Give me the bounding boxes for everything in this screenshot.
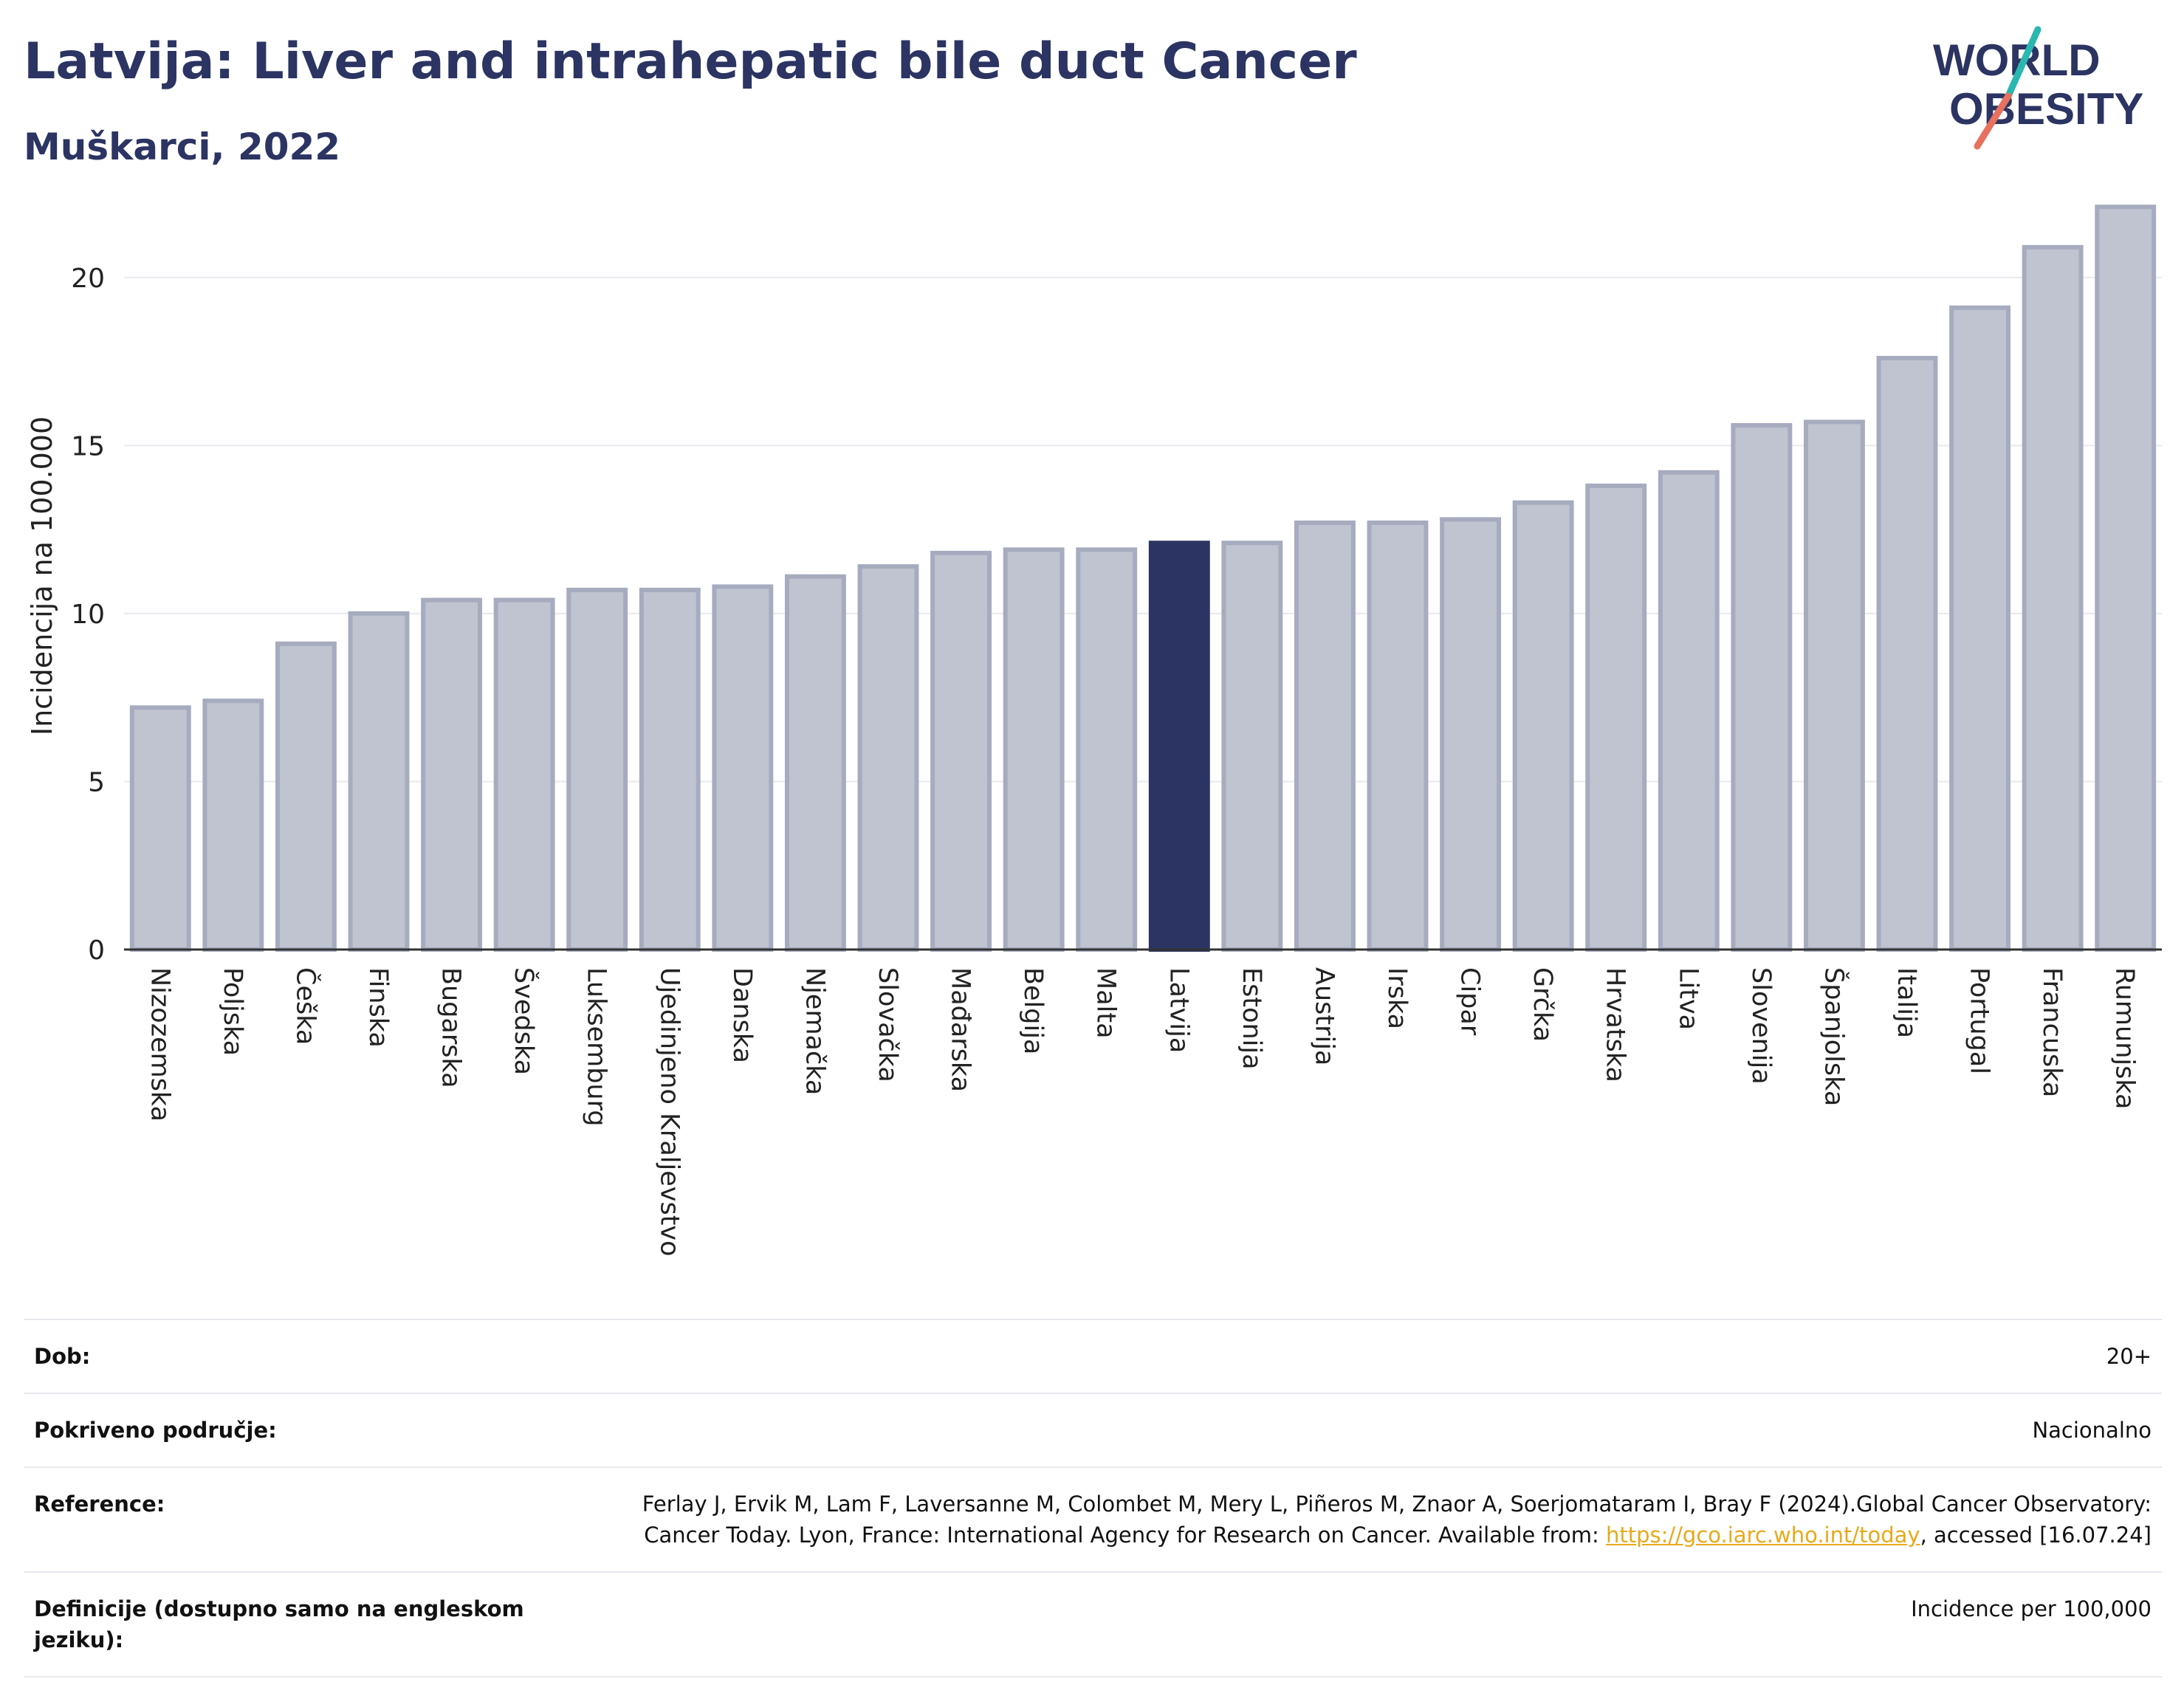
meta-row-age: Dob: 20+ [24, 1319, 2162, 1393]
bar-grčka [1512, 500, 1574, 952]
x-tick-label: Austrija [1309, 967, 1339, 1065]
bars [129, 205, 2157, 952]
x-tick-label: Njemačka [800, 967, 829, 1095]
x-tick-label: Slovenija [1746, 967, 1776, 1085]
bar-cipar [1440, 517, 1502, 952]
bar-chart: 0 5 10 15 20 Nizozemska Poljska Češka Finska Buga… [26, 205, 2162, 1257]
meta-row-coverage: Pokriveno područje: Nacionalno [24, 1393, 2162, 1466]
bar-rumunjska [2095, 205, 2157, 952]
bar-njemačka [784, 574, 846, 952]
bar-slovačka [857, 564, 919, 952]
x-tick-label: Bugarska [436, 967, 466, 1088]
axes: 0 5 10 15 20 Nizozemska Poljska Češka Finska Buga… [71, 264, 2162, 1257]
x-tick-label: Italija [1892, 967, 1921, 1038]
x-tick-label: Cipar [1455, 967, 1485, 1036]
x-tick-label: Finska [363, 967, 393, 1048]
bar-portugal [1949, 305, 2011, 952]
logo-slash-teal [2005, 26, 2042, 100]
world-obesity-logo: WORLD OBESITY [1933, 26, 2143, 150]
x-tick-label: Portugal [1965, 967, 1994, 1074]
x-tick-label: Malta [1091, 967, 1121, 1039]
chart-title: Latvija: Liver and intrahepatic bile duc… [24, 32, 1357, 91]
bar-francuska [2022, 244, 2084, 952]
bar-italija [1876, 356, 1938, 952]
meta-row-definitions: Definicije (dostupno samo na engleskom j… [24, 1571, 2162, 1678]
x-tick-label: Slovačka [873, 967, 902, 1082]
bar-slovenija [1731, 423, 1793, 952]
x-tick-label: Mađarska [946, 967, 975, 1092]
chart-subtitle: Muškarci, 2022 [24, 126, 341, 168]
x-tick-label: Nizozemska [145, 967, 174, 1122]
x-tick-label: Irska [1382, 967, 1412, 1029]
metadata-table: Dob: 20+ Pokriveno područje: Nacionalno … [24, 1319, 2162, 1678]
x-tick-label: Luksemburg [582, 967, 611, 1127]
y-axis-label: Incidencija na 100.000 [26, 416, 58, 735]
meta-label-age: Dob: [34, 1344, 91, 1369]
bar-poljska [202, 698, 264, 952]
x-tick-label: Češka [290, 967, 321, 1045]
y-tick-label: 20 [71, 264, 105, 294]
meta-label-reference: Reference: [34, 1491, 165, 1517]
bar-mađarska [930, 550, 992, 952]
bar-danska [712, 584, 774, 952]
meta-row-reference: Reference: Ferlay J, Ervik M, Lam F, Lav… [24, 1466, 2162, 1571]
bar-irska [1367, 521, 1429, 952]
reference-link[interactable]: https://gco.iarc.who.int/today [1605, 1522, 1920, 1548]
bar-litva [1658, 470, 1720, 952]
bar-češka [275, 641, 337, 952]
x-tick-label: Latvija [1164, 967, 1193, 1053]
bar-austrija [1294, 521, 1356, 952]
x-tick-label: Hrvatska [1601, 967, 1630, 1082]
x-tick-label: Grčka [1528, 967, 1557, 1042]
x-tick-label: Francuska [2037, 967, 2067, 1097]
bar-belgija [1003, 547, 1065, 952]
bar-nizozemska [129, 705, 191, 952]
bar-hrvatska [1585, 483, 1647, 952]
x-tick-label: Ujedinjeno Kraljevstvo [654, 967, 684, 1257]
bar-latvija [1148, 540, 1210, 952]
x-tick-label: Švedska [509, 967, 540, 1075]
logo-slash-red [1974, 92, 2012, 150]
reference-text: Ferlay J, Ervik M, Lam F, Laversanne M, … [642, 1491, 2152, 1548]
y-tick-label: 15 [71, 431, 105, 461]
reference-accessed: , accessed [16.07.24] [1920, 1522, 2152, 1548]
x-tick-label: Danska [727, 967, 757, 1063]
meta-value-age: 20+ [2106, 1344, 2152, 1369]
bar-malta [1076, 547, 1138, 952]
meta-value-reference: Ferlay J, Ervik M, Lam F, Laversanne M, … [576, 1468, 2162, 1571]
x-tick-label: Litva [1673, 967, 1703, 1030]
logo-word-obesity: OBESITY [1949, 84, 2143, 134]
bar-švedska [493, 597, 555, 952]
y-tick-label: 0 [88, 935, 105, 966]
x-tick-label: Estonija [1237, 967, 1266, 1070]
bar-estonija [1221, 540, 1283, 952]
bar-finska [348, 611, 410, 952]
bar-ujedinjeno-kraljevstvo [639, 588, 701, 952]
bar-bugarska [421, 597, 483, 952]
meta-value-coverage: Nacionalno [2032, 1418, 2152, 1443]
x-tick-label: Belgija [1018, 967, 1048, 1054]
y-tick-label: 10 [71, 600, 105, 630]
x-tick-label: Poljska [218, 967, 247, 1056]
meta-value-definitions: Incidence per 100,000 [1911, 1596, 2152, 1621]
meta-label-definitions: Definicije (dostupno samo na engleskom j… [34, 1596, 524, 1652]
y-tick-label: 5 [88, 767, 105, 797]
meta-label-coverage: Pokriveno područje: [34, 1418, 277, 1443]
bar-španjolska [1803, 419, 1865, 952]
x-tick-label: Španjolska [1819, 967, 1850, 1106]
x-tick-label: Rumunjska [2110, 967, 2140, 1109]
bar-luksemburg [566, 588, 628, 952]
